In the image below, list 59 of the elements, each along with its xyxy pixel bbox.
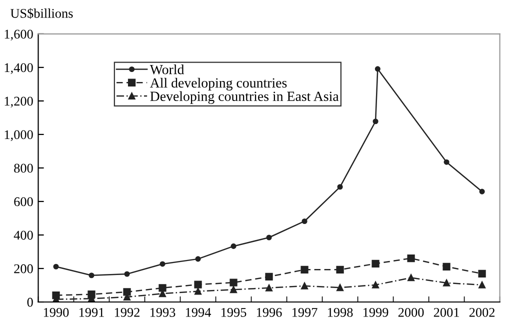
y-tick-label: 1,400 xyxy=(4,63,33,74)
y-tick-label: 0 xyxy=(27,298,33,307)
point xyxy=(230,286,237,294)
point xyxy=(123,288,131,296)
point xyxy=(266,234,272,240)
point xyxy=(444,159,450,165)
y-tick-label: 800 xyxy=(14,164,33,173)
y-tick-label: 1,600 xyxy=(4,30,33,41)
x-tick-label: 1993 xyxy=(150,308,176,317)
y-tick-label: 600 xyxy=(14,197,33,206)
point xyxy=(337,184,343,190)
point xyxy=(124,271,130,277)
x-tick-label: 1991 xyxy=(79,308,104,317)
point xyxy=(407,254,415,262)
point xyxy=(443,279,450,286)
x-tick-label: 1997 xyxy=(292,308,318,317)
point xyxy=(478,270,486,278)
x-tick-label: 1994 xyxy=(186,308,212,317)
point xyxy=(478,281,486,288)
point xyxy=(88,272,94,278)
point xyxy=(301,282,308,290)
x-tick-label: 2002 xyxy=(469,308,495,317)
legend-label: World xyxy=(150,64,184,74)
point xyxy=(266,284,272,292)
y-tick-label: 1,000 xyxy=(4,130,33,142)
point xyxy=(336,284,344,292)
x-tick-label: 1992 xyxy=(114,308,140,317)
y-tick-label: 1,200 xyxy=(4,96,33,108)
point xyxy=(194,280,202,288)
point xyxy=(53,264,59,270)
x-tick-label: 1995 xyxy=(221,308,246,317)
point xyxy=(372,260,380,268)
point xyxy=(160,261,166,267)
y-tick-label: 200 xyxy=(14,264,33,274)
point xyxy=(194,288,202,295)
point xyxy=(265,272,273,281)
point xyxy=(372,281,380,288)
x-tick-label: 1998 xyxy=(328,308,353,317)
y-axis-title: US$billions xyxy=(10,8,73,19)
point xyxy=(408,274,415,282)
y-tick-label: 400 xyxy=(14,230,33,240)
x-tick-label: 1990 xyxy=(44,308,69,317)
point xyxy=(442,262,450,270)
point xyxy=(336,266,344,274)
x-tick-label: 2001 xyxy=(434,308,459,317)
point xyxy=(230,278,238,286)
point xyxy=(372,118,378,124)
point xyxy=(300,266,308,274)
legend-label: All developing countries xyxy=(150,78,287,90)
point xyxy=(302,218,308,224)
x-tick-label: 1996 xyxy=(256,308,282,317)
point xyxy=(374,66,380,72)
legend-label: Developing countries in East Asia xyxy=(150,91,339,104)
point xyxy=(479,188,485,194)
point xyxy=(158,284,166,292)
x-tick-label: 1999 xyxy=(364,308,388,317)
point xyxy=(230,243,236,249)
x-tick-label: 2000 xyxy=(398,308,424,317)
point xyxy=(195,256,201,262)
